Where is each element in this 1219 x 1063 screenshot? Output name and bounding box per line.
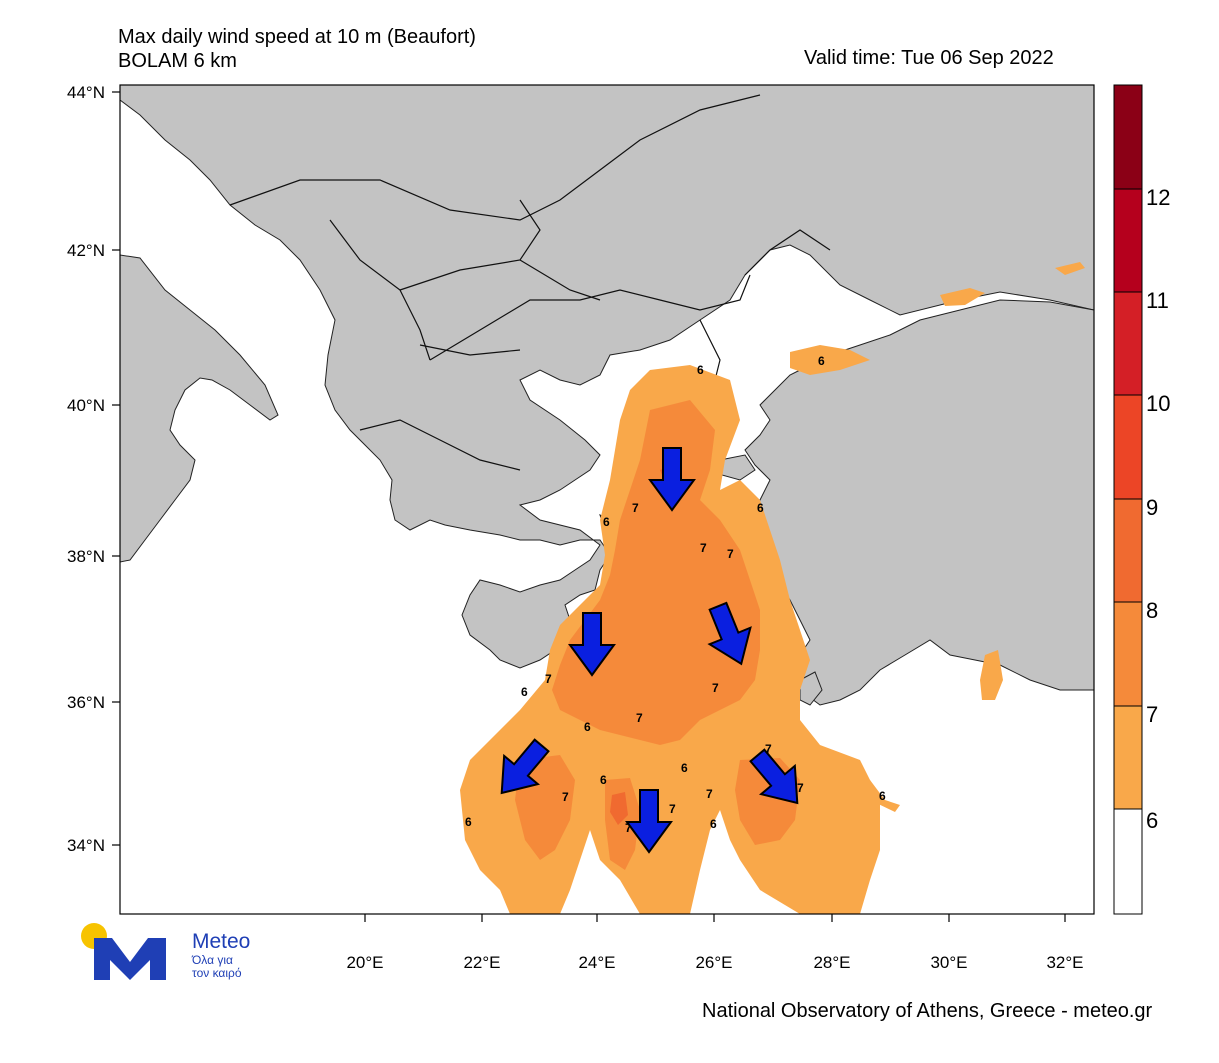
map-border <box>119 84 1095 915</box>
map-title: Max daily wind speed at 10 m (Beaufort) … <box>118 25 476 73</box>
contour-label: 6 <box>757 501 764 515</box>
colorbar-label: 12 <box>1146 185 1170 210</box>
colorbar-label: 6 <box>1146 808 1158 833</box>
colorbar-label: 11 <box>1146 288 1169 313</box>
contour-label: 7 <box>625 821 632 835</box>
contour-label: 6 <box>879 789 886 803</box>
lat-label: 42°N <box>67 241 105 260</box>
contour-label: 7 <box>706 787 713 801</box>
logo-text: Meteo Όλα για τον καιρό <box>192 930 250 980</box>
lon-labels: 20°E 22°E 24°E 26°E 28°E 30°E 32°E <box>346 953 1083 972</box>
colorbar-swatch-below-6 <box>1114 809 1142 914</box>
contour-label: 7 <box>545 672 552 686</box>
lon-label: 26°E <box>695 953 732 972</box>
title-line-2: BOLAM 6 km <box>118 50 237 72</box>
wind-arrow-southwest-icon <box>500 738 550 795</box>
wind-arrow-south-icon <box>648 447 696 512</box>
lat-label: 38°N <box>67 547 105 566</box>
colorbar: 12 11 10 9 8 7 6 <box>1113 84 1170 915</box>
lon-label: 22°E <box>463 953 500 972</box>
contour-label: 6 <box>697 363 704 377</box>
colorbar-swatch-10-11 <box>1114 292 1142 395</box>
contour-label: 7 <box>636 711 643 725</box>
colorbar-swatch-8-9 <box>1114 499 1142 602</box>
land-balkans <box>120 85 1094 669</box>
contour-label: 6 <box>603 515 610 529</box>
contour-label: 6 <box>681 761 688 775</box>
country-borders <box>229 94 831 471</box>
colorbar-label: 9 <box>1146 495 1158 520</box>
colorbar-swatch-11-12 <box>1114 189 1142 292</box>
contour-label: 6 <box>584 720 591 734</box>
lon-label: 28°E <box>813 953 850 972</box>
contour-label: 7 <box>712 681 719 695</box>
contour-label: 6 <box>710 817 717 831</box>
logo-brand: Meteo <box>192 930 251 953</box>
m-logo-icon <box>94 938 166 980</box>
contour-label: 7 <box>700 541 707 555</box>
contour-label: 7 <box>562 790 569 804</box>
lon-label: 32°E <box>1046 953 1083 972</box>
wind-arrows <box>500 447 799 854</box>
contour-label: 6 <box>465 815 472 829</box>
contour-label: 7 <box>797 781 804 795</box>
title-line-1: Max daily wind speed at 10 m (Beaufort) <box>118 26 476 48</box>
logo-tagline-1: Όλα για <box>192 953 233 967</box>
colorbar-swatch-7-8 <box>1114 602 1142 706</box>
colorbar-label: 10 <box>1146 391 1170 416</box>
lat-labels: 44°N 42°N 40°N 38°N 36°N 34°N <box>67 83 105 855</box>
contour-label: 7 <box>727 547 734 561</box>
lat-label: 44°N <box>67 83 105 102</box>
colorbar-label: 8 <box>1146 598 1158 623</box>
contour-label: 6 <box>600 773 607 787</box>
meteo-logo <box>81 923 166 980</box>
contour-label: 6 <box>521 685 528 699</box>
lon-ticks <box>364 914 1066 922</box>
lat-label: 34°N <box>67 836 105 855</box>
contour-label: 7 <box>632 501 639 515</box>
wind-arrow-south-icon <box>625 789 673 854</box>
footer-credit: National Observatory of Athens, Greece -… <box>702 1000 1153 1022</box>
contour-labels: 6 6 6 7 7 7 6 7 7 7 6 6 7 7 7 6 7 6 6 7 … <box>465 354 886 835</box>
colorbar-swatch-9-10 <box>1114 395 1142 499</box>
lat-label: 40°N <box>67 396 105 415</box>
logo-tagline-2: τον καιρό <box>192 966 242 980</box>
lon-label: 20°E <box>346 953 383 972</box>
colorbar-swatch-6-7 <box>1114 706 1142 809</box>
lon-label: 24°E <box>578 953 615 972</box>
land-italy <box>120 254 279 563</box>
contour-label: 7 <box>669 802 676 816</box>
valid-time: Valid time: Tue 06 Sep 2022 <box>804 47 1054 69</box>
contour-label: 6 <box>818 354 825 368</box>
lat-label: 36°N <box>67 693 105 712</box>
wind-arrow-south-icon <box>568 612 616 677</box>
lat-ticks <box>112 91 120 846</box>
colorbar-swatch-12plus <box>1114 85 1142 189</box>
map-layers: 6 6 6 7 7 7 6 7 7 7 6 6 7 7 7 6 7 6 6 7 … <box>120 85 1094 914</box>
lon-label: 30°E <box>930 953 967 972</box>
wind-arrow-southeast-icon <box>749 748 799 805</box>
colorbar-label: 7 <box>1146 702 1158 727</box>
wind-arrow-southeast-icon <box>707 601 752 666</box>
contour-label: 7 <box>765 742 772 756</box>
land-masses <box>120 85 1094 773</box>
